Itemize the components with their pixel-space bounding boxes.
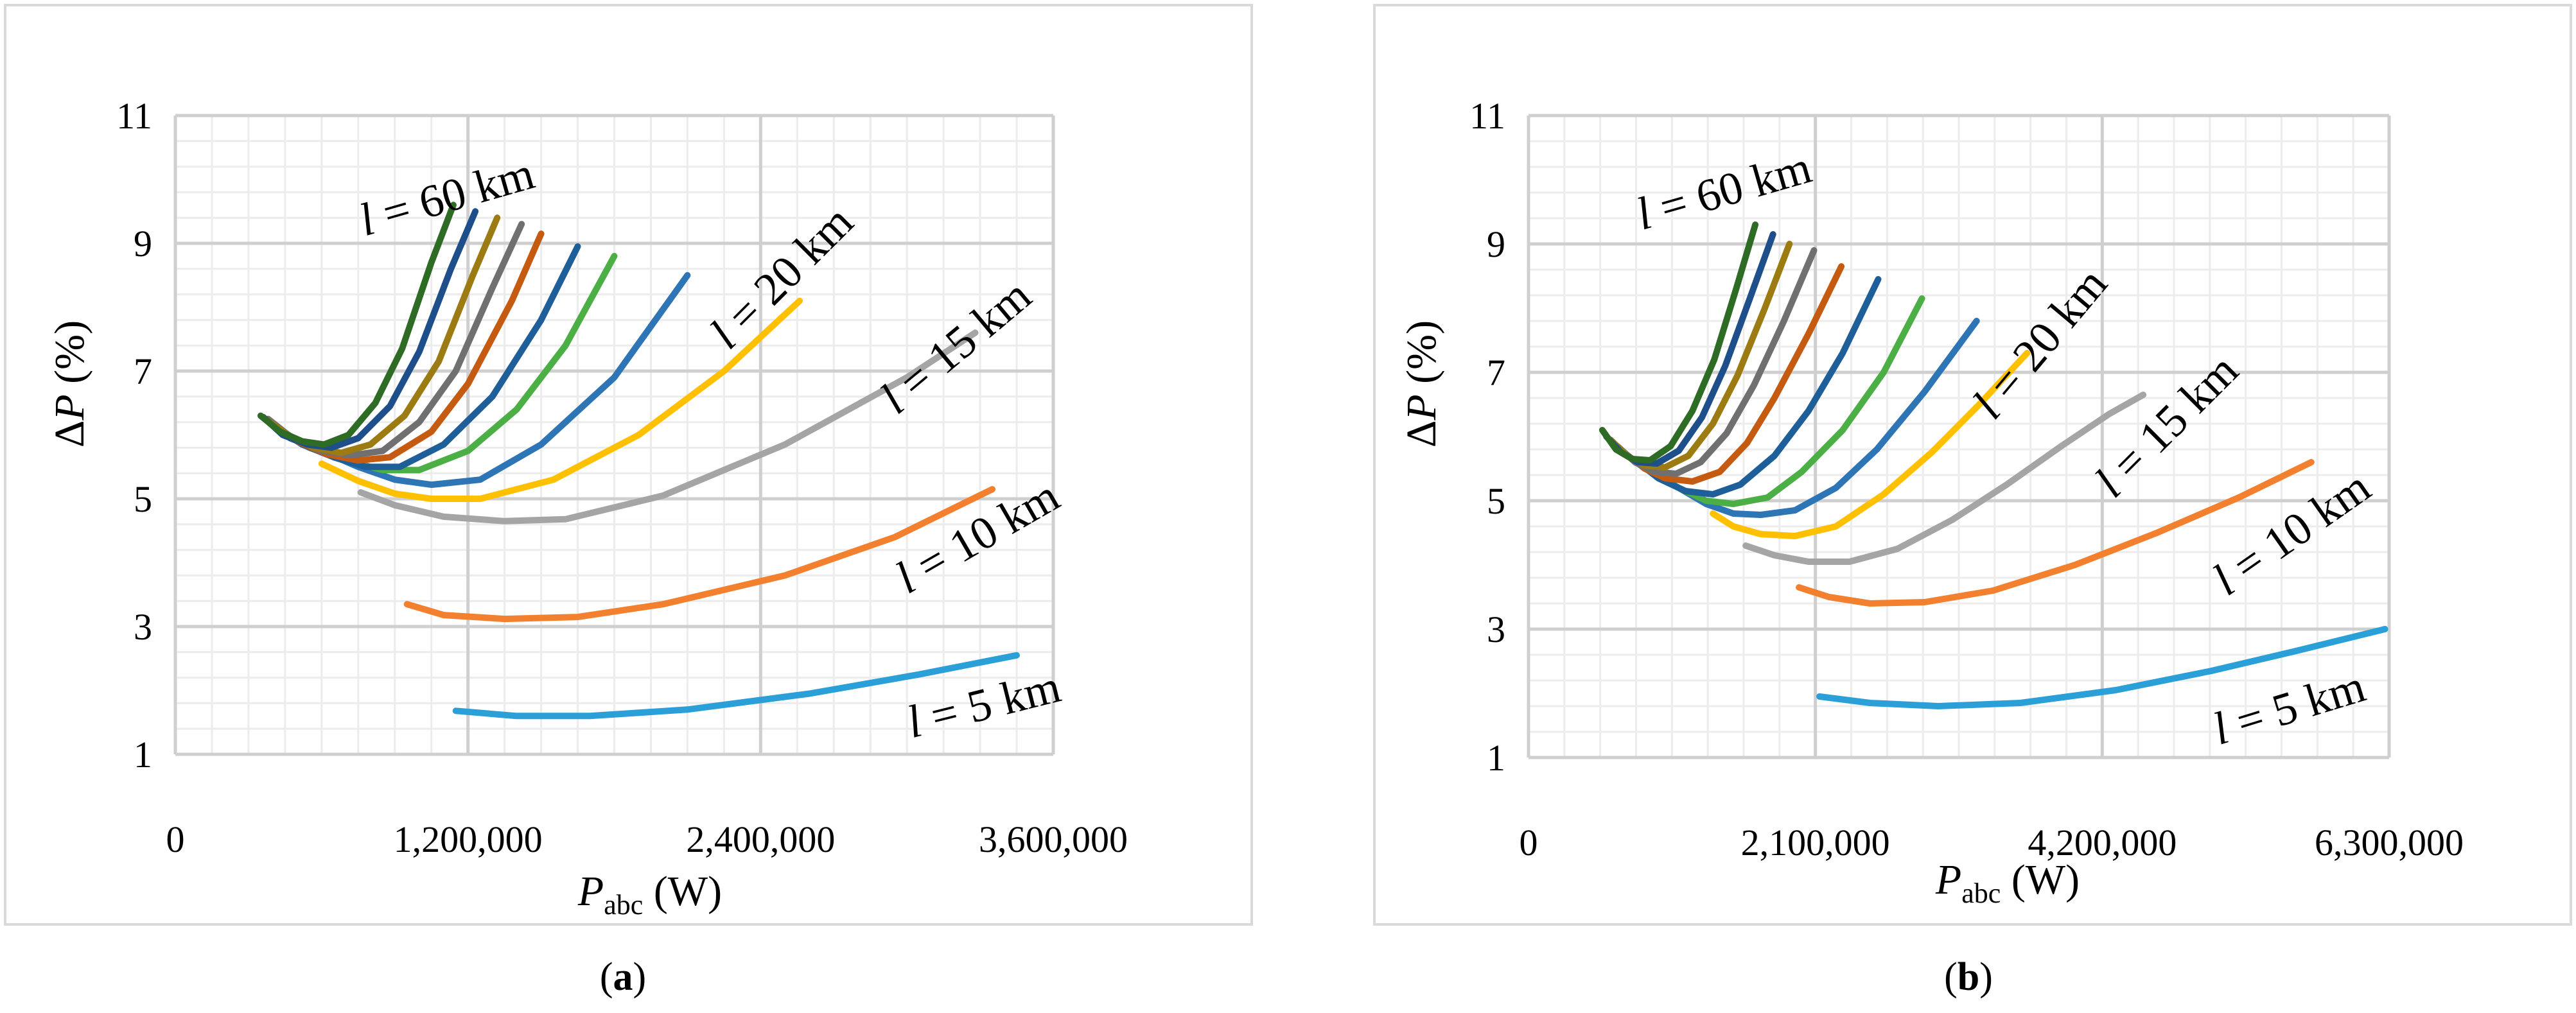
x-tick-label: 0 (1520, 822, 1538, 863)
y-axis-label-a: ΔP (%) (46, 320, 93, 447)
series-line-l-5-km-b (1816, 626, 2388, 709)
y-tick-label: 11 (1469, 95, 1505, 137)
series-line-l-60-km-b (1599, 221, 1759, 463)
series-line-l-15-km-b (1742, 392, 2147, 565)
y-axis-label-b: ΔP (%) (1398, 320, 1445, 447)
y-tick-label: 1 (1487, 737, 1505, 779)
y-tick-label: 3 (1487, 609, 1505, 650)
y-tick-label: 9 (1487, 223, 1505, 265)
caption-b: (b) (1944, 955, 1993, 999)
series-line-l-10-km-a (403, 486, 996, 623)
chart-frame-a (4, 4, 1253, 926)
x-tick-label: 3,600,000 (979, 818, 1128, 860)
series-line-l-20-km-a (318, 297, 803, 502)
series-line-l-25-km-b (1676, 318, 1980, 518)
y-tick-label: 7 (134, 351, 152, 392)
series-line-l-35-km-b (1634, 276, 1882, 498)
y-tick-label: 9 (134, 223, 152, 264)
series-line-l-60-km-a (257, 202, 457, 448)
chart-frame-b (1373, 4, 2572, 926)
series-line-l-15-km-a (357, 329, 979, 524)
x-axis-label-a: Pabc (W) (577, 868, 722, 921)
x-tick-label: 6,300,000 (2315, 822, 2464, 863)
major-gridlines-b (1527, 114, 2391, 759)
y-tick-labels-b: 1 3 5 7 9 11 (1469, 95, 1505, 779)
series-layer-b (1599, 221, 2388, 709)
x-tick-label: 1,200,000 (394, 818, 543, 860)
series-layer-a (257, 202, 1020, 720)
x-tick-label: 4,200,000 (2028, 822, 2177, 863)
x-tick-label: 2,400,000 (686, 818, 835, 860)
caption-a: (a) (600, 955, 646, 999)
x-tick-labels-b: 0 2,100,000 4,200,000 6,300,000 (1520, 822, 2464, 863)
y-tick-label: 11 (116, 95, 152, 137)
y-tick-label: 7 (1487, 352, 1505, 394)
y-tick-label: 5 (1487, 480, 1505, 522)
series-line-l-20-km-b (1710, 350, 2031, 539)
series-line-l-10-km-b (1796, 459, 2315, 607)
x-tick-label: 2,100,000 (1741, 822, 1890, 863)
x-tick-labels-a: 0 1,200,000 2,400,000 3,600,000 (166, 818, 1128, 860)
x-tick-label: 0 (166, 818, 185, 860)
series-line-l-5-km-a (452, 652, 1020, 720)
x-axis-label-b: Pabc (W) (1935, 856, 2080, 909)
y-tick-labels-a: 1 3 5 7 9 11 (116, 95, 152, 775)
y-tick-label: 1 (134, 734, 152, 775)
y-tick-label: 5 (134, 478, 152, 520)
y-tick-label: 3 (134, 606, 152, 648)
